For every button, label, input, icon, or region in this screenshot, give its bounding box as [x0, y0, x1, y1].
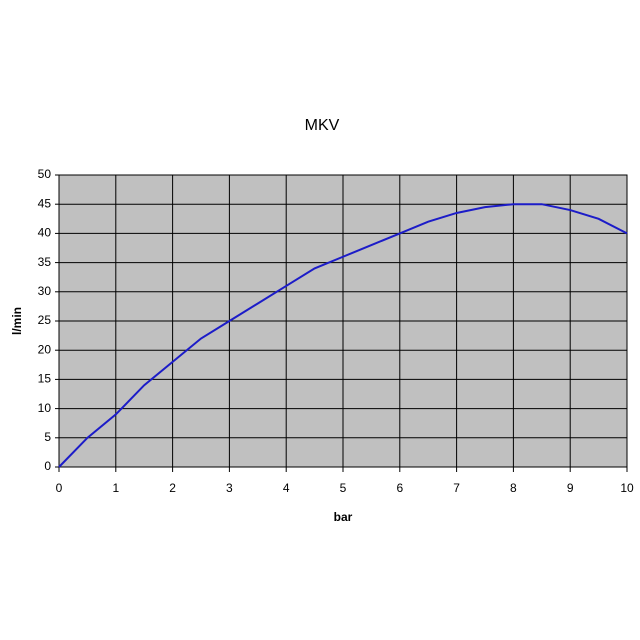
x-tick-label: 4	[283, 481, 290, 495]
data-line	[58, 203, 628, 468]
y-axis-label: l/min	[10, 307, 24, 335]
x-tick-label: 8	[510, 481, 517, 495]
y-tick-label: 35	[38, 255, 52, 269]
y-tick-label: 5	[44, 430, 51, 444]
x-tick-label: 9	[567, 481, 574, 495]
x-tick-label: 7	[453, 481, 460, 495]
y-tick-label: 45	[38, 196, 52, 210]
y-tick-label: 25	[38, 313, 52, 327]
y-tick-label: 40	[38, 226, 52, 240]
y-tick-label: 0	[44, 459, 51, 473]
y-tick-label: 30	[38, 284, 52, 298]
chart-title: MKV	[305, 117, 340, 134]
x-tick-label: 0	[56, 481, 63, 495]
x-tick-label: 5	[340, 481, 347, 495]
y-tick-label: 15	[38, 372, 52, 386]
x-axis-label: bar	[334, 510, 353, 524]
y-tick-label: 20	[38, 342, 52, 356]
y-tick-label: 50	[38, 167, 52, 181]
x-tick-label: 10	[620, 481, 634, 495]
x-tick-label: 3	[226, 481, 233, 495]
y-tick-label: 10	[38, 401, 52, 415]
x-tick-label: 2	[169, 481, 176, 495]
x-tick-label: 6	[396, 481, 403, 495]
x-tick-label: 1	[112, 481, 119, 495]
